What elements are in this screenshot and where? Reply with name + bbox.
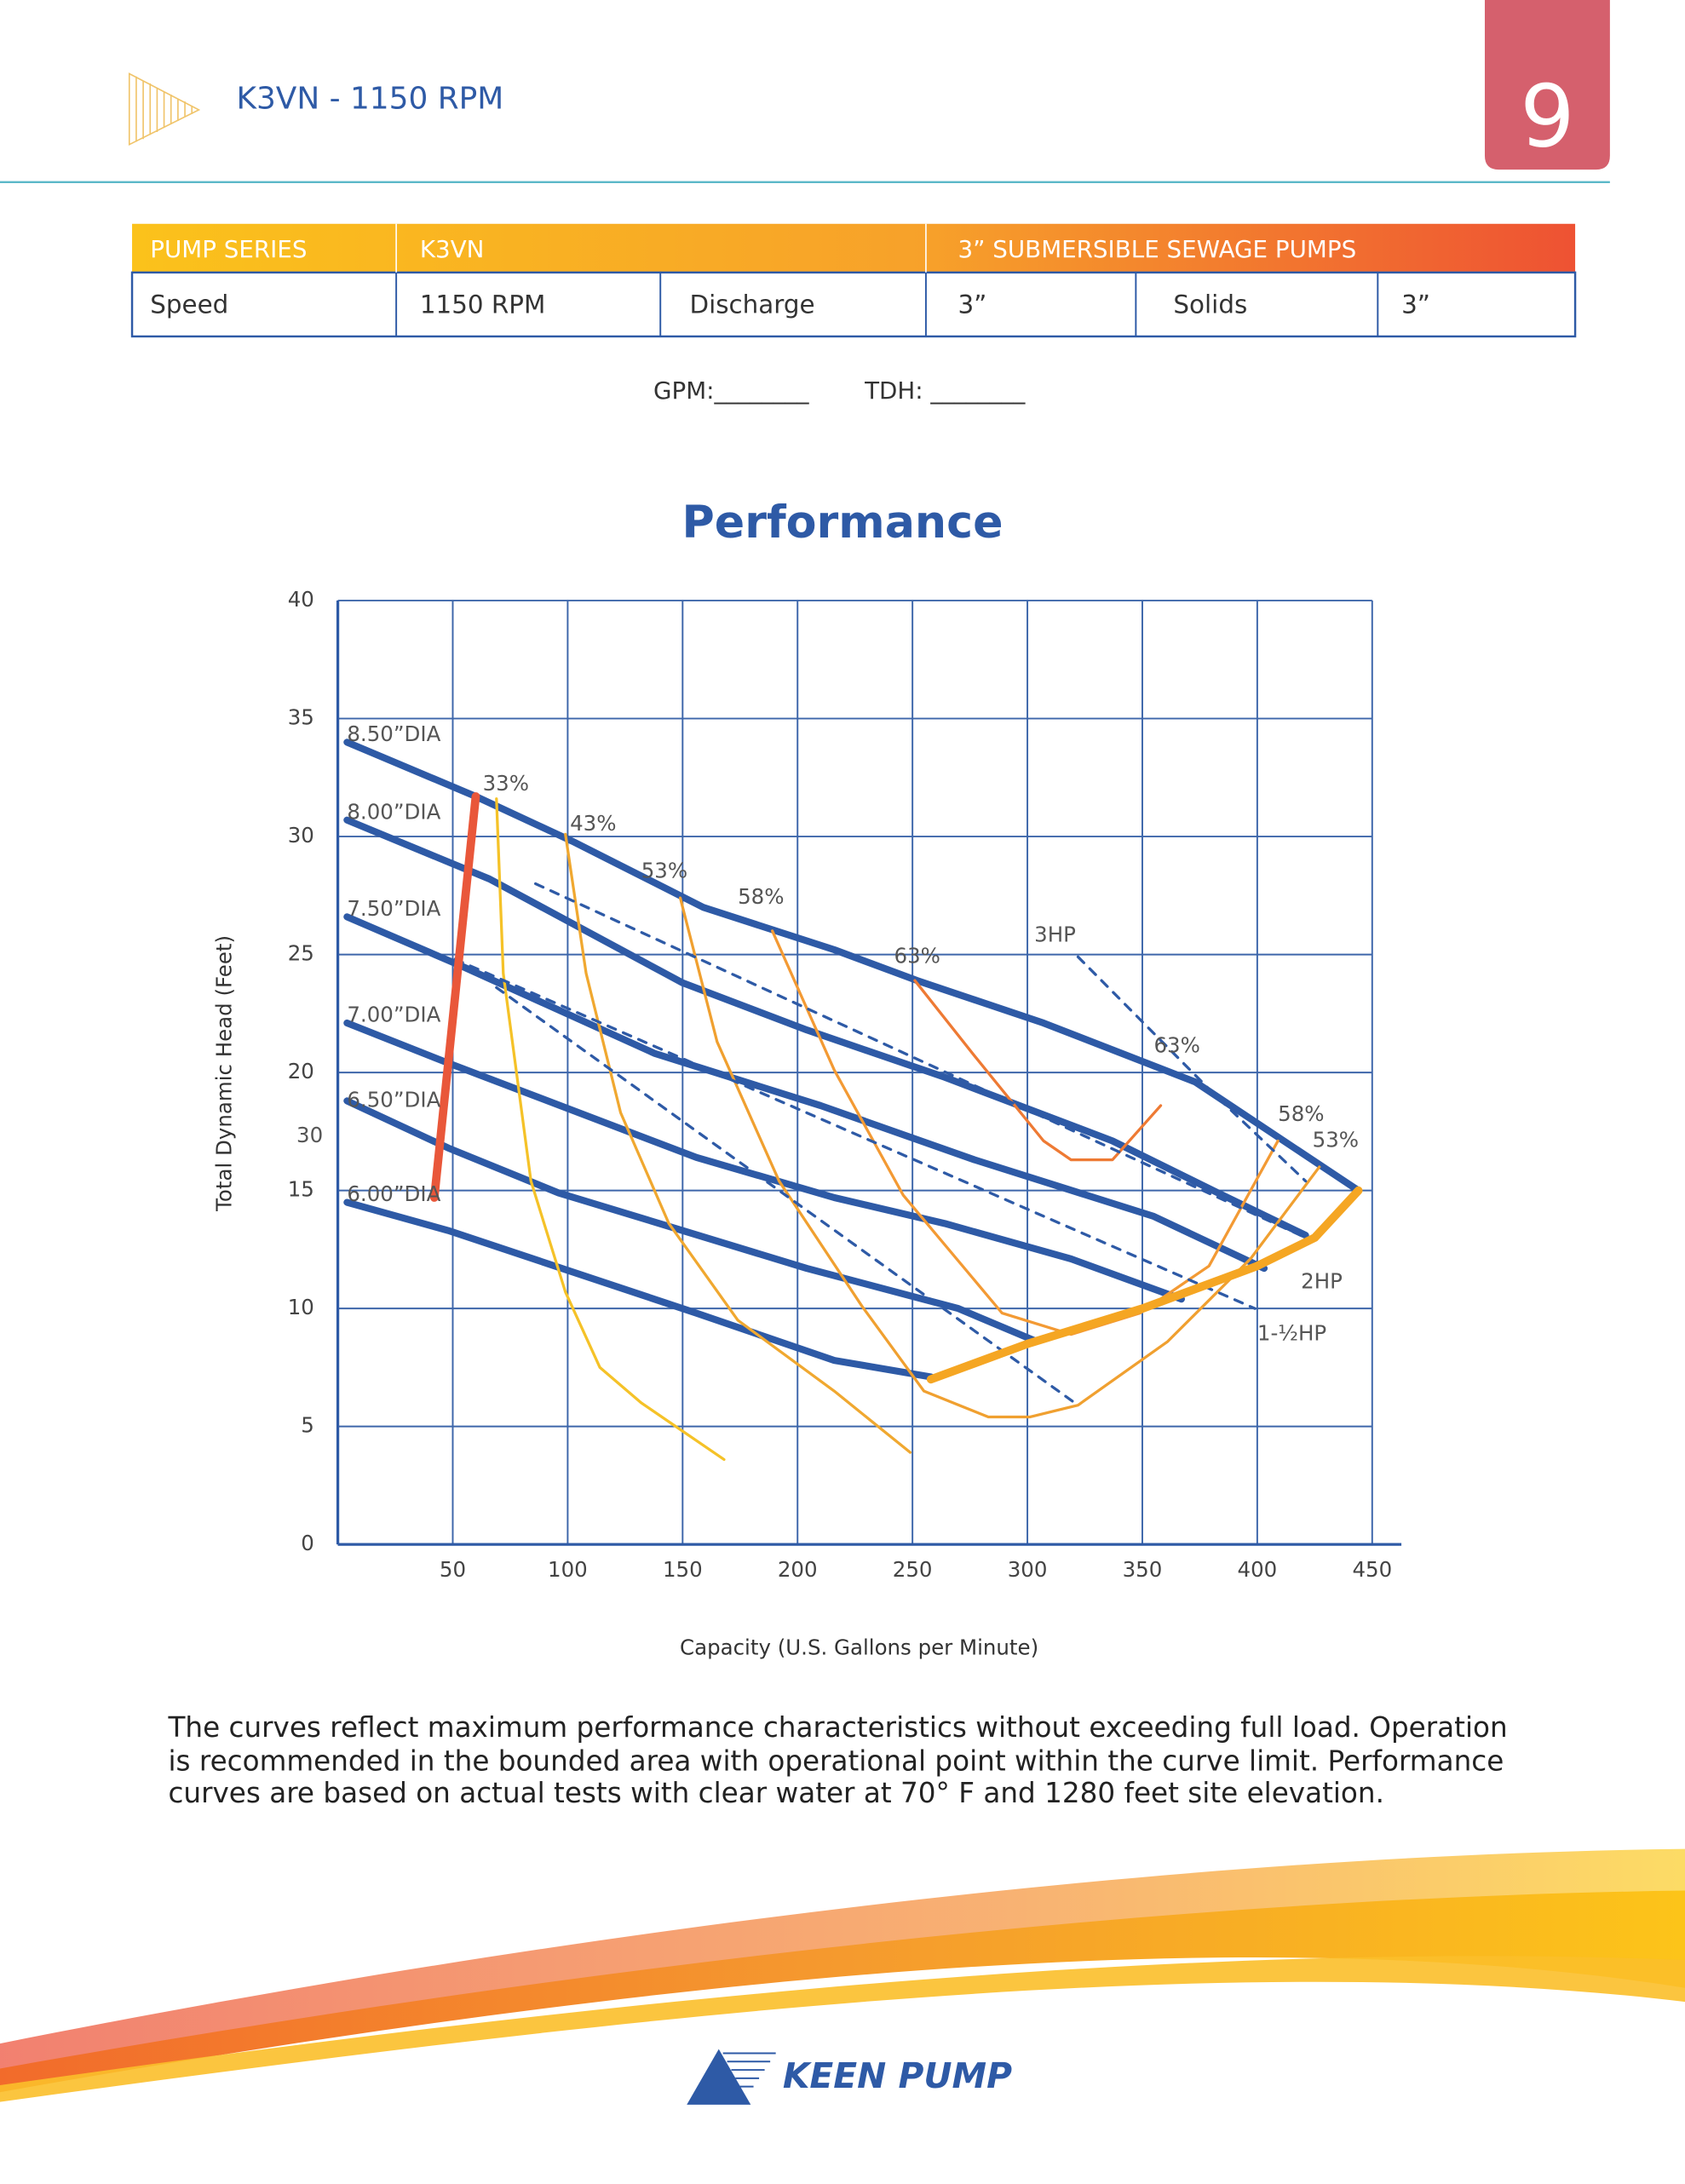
annotation: 30 [296,1123,323,1147]
curve [343,913,1268,1273]
footer-swoosh [0,1848,1685,2102]
table-cell: K3VN [420,235,485,263]
curve [343,816,1309,1239]
annotation: 33% [483,771,529,796]
annotation: 6.00”DIA [347,1181,440,1206]
y-tick-label: 10 [288,1295,314,1319]
x-tick-label: 450 [1352,1557,1392,1582]
annotation: 1-½HP [1257,1321,1326,1346]
table-cell: 3” [1401,290,1430,319]
table-cell: Discharge [689,290,814,319]
x-tick-label: 50 [440,1557,466,1582]
annotation: 3HP [1034,922,1076,946]
table-cell: Solids [1173,290,1247,319]
power-line [453,957,1257,1310]
table-cell: Speed [150,290,228,319]
annotation: 7.00”DIA [347,1003,440,1027]
curve [343,1198,935,1381]
brand-name: KEEN PUMP [783,2055,1012,2096]
y-axis-title: Total Dynamic Head (Feet) [211,935,236,1212]
table-row-border [130,271,1577,338]
footer-line: is recommended in the bounded area with … [168,1744,1504,1777]
curve [770,929,1280,1336]
table-row-dividers [395,272,1379,336]
page-number: 9 [1520,66,1574,166]
table-header-dividers [395,223,927,273]
x-tick-label: 250 [893,1557,933,1582]
form-field: GPM:________ [653,376,810,405]
curve [678,896,1321,1419]
power-line [1076,955,1308,1183]
page-tab [1484,0,1610,170]
table-cell: 3” [958,290,986,319]
curve [343,1097,1040,1345]
y-tick-label: 35 [288,705,314,730]
annotation: 58% [738,884,784,909]
power-line [534,882,1308,1239]
x-tick-label: 150 [663,1557,703,1582]
table-cell: PUMP SERIES [150,235,307,263]
chart: 0 5 10 15 20 25 30 35 40 50 100 150 200 250 300 350 400 4… [288,587,1402,1582]
table-cell: 1150 RPM [420,290,546,319]
curve [564,832,912,1454]
annotation: 6.50”DIA [347,1087,440,1112]
power-line [495,986,1080,1407]
annotation: 63% [1153,1033,1199,1058]
x-tick-label: 300 [1008,1557,1048,1582]
y-tick-label: 30 [288,823,314,848]
x-tick-label: 400 [1238,1557,1278,1582]
table-cell: 3” SUBMERSIBLE SEWAGE PUMPS [958,235,1356,263]
curve [926,1186,1363,1384]
x-axis-title: Capacity (U.S. Gallons per Minute) [680,1635,1038,1660]
y-tick-label: 0 [301,1531,314,1555]
footer-line: curves are based on actual tests with cl… [168,1777,1383,1809]
y-tick-label: 15 [288,1177,314,1202]
annotation: 7.50”DIA [347,896,440,921]
annotation: 8.00”DIA [347,799,440,824]
annotation: 53% [1313,1127,1359,1152]
annotation: 8.50”DIA [347,721,440,746]
x-tick-label: 100 [548,1557,588,1582]
annotation: 53% [641,859,687,883]
spec-table: PUMP SERIES K3VN 3” SUBMERSIBLE SEWAGE P… [130,223,1577,338]
y-tick-label: 5 [301,1413,314,1438]
annotation: 43% [570,811,616,836]
table-header-band [132,223,1576,273]
annotation: 63% [894,943,940,968]
header-logo [128,72,201,147]
y-tick-label: 40 [288,587,314,612]
curve [495,797,726,1462]
brand-logo [687,2049,776,2105]
annotation: 58% [1278,1101,1324,1126]
annotation: 2HP [1301,1269,1343,1294]
curve [343,739,1362,1194]
curve [913,979,1163,1162]
y-tick-label: 25 [288,941,314,966]
x-tick-label: 350 [1123,1557,1163,1582]
chart-title: Performance [682,497,1004,549]
footer-paragraph: The curves reflect maximum performance c… [167,1711,1507,1809]
form-field: TDH: ________ [864,376,1026,405]
y-tick-label: 20 [288,1059,314,1083]
x-tick-label: 200 [778,1557,818,1582]
footer-line: The curves reflect maximum performance c… [167,1711,1507,1744]
curve [429,792,480,1202]
header-title: K3VN - 1150 RPM [236,82,503,117]
